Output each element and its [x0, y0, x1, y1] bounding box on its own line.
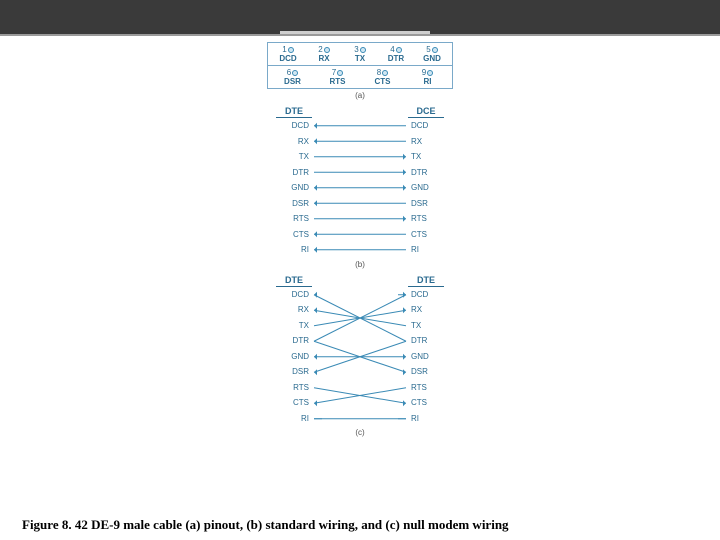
signal-left: GND: [276, 352, 312, 361]
wiring-c-right-header: DTE: [408, 275, 444, 287]
signal-right: TX: [408, 321, 444, 330]
signal-right: RTS: [408, 214, 444, 223]
signal-right: CTS: [408, 398, 444, 407]
pin-5: 5GND: [415, 45, 449, 63]
signal-left: GND: [276, 183, 312, 192]
pinout-box: 1DCD2RX3TX4DTR5GND 6DSR 7RTS 8CTS 9RI: [267, 42, 453, 89]
wiring-c-left-header: DTE: [276, 275, 312, 287]
signal-left: RTS: [276, 214, 312, 223]
wiring-c-headers: DTE DTE: [276, 275, 444, 287]
wiring-standard: DTE DCE DCD DCD RX RX TX TX DTR DTR GND GND DSR DSR…: [276, 106, 444, 258]
signal-right: DCD: [408, 290, 444, 299]
signal-right: CTS: [408, 230, 444, 239]
signal-left: RX: [276, 137, 312, 146]
sublabel-b: (b): [355, 260, 365, 269]
wiring-connections: [312, 118, 408, 258]
signal-right: RI: [408, 414, 444, 423]
signal-left: RX: [276, 305, 312, 314]
signal-left: CTS: [276, 230, 312, 239]
wiring-b-right-header: DCE: [408, 106, 444, 118]
signal-left: RTS: [276, 383, 312, 392]
signal-left: CTS: [276, 398, 312, 407]
pin-8: 8CTS: [366, 68, 400, 86]
pin-6: 6DSR: [276, 68, 310, 86]
pin-9: 9RI: [411, 68, 445, 86]
signal-right: TX: [408, 152, 444, 161]
pin-4: 4DTR: [379, 45, 413, 63]
pin-3: 3TX: [343, 45, 377, 63]
wiring-connections: [312, 287, 408, 427]
wiring-b-headers: DTE DCE: [276, 106, 444, 118]
signal-left: DTR: [276, 336, 312, 345]
signal-right: DSR: [408, 367, 444, 376]
wiring-b-grid: DCD DCD RX RX TX TX DTR DTR GND GND DSR DSR RTS RTS CT…: [276, 118, 444, 258]
signal-right: RI: [408, 245, 444, 254]
signal-left: TX: [276, 152, 312, 161]
figure-area: 1DCD2RX3TX4DTR5GND 6DSR 7RTS 8CTS 9RI (a) D…: [0, 40, 720, 500]
pinout-row-top: 1DCD2RX3TX4DTR5GND: [268, 43, 452, 66]
signal-left: DTR: [276, 168, 312, 177]
signal-right: DSR: [408, 199, 444, 208]
signal-left: TX: [276, 321, 312, 330]
pin-1: 1DCD: [271, 45, 305, 63]
wiring-c-grid: DCD DCD RX RX TX TX DTR DTR GND GND DSR DSR RTS RTS CT…: [276, 287, 444, 427]
signal-left: DSR: [276, 367, 312, 376]
slide-header: [0, 0, 720, 36]
signal-left: RI: [276, 414, 312, 423]
signal-right: DTR: [408, 336, 444, 345]
signal-right: RX: [408, 305, 444, 314]
signal-left: DSR: [276, 199, 312, 208]
signal-right: RTS: [408, 383, 444, 392]
signal-right: DCD: [408, 121, 444, 130]
pin-7: 7RTS: [321, 68, 355, 86]
signal-left: RI: [276, 245, 312, 254]
signal-right: DTR: [408, 168, 444, 177]
signal-right: RX: [408, 137, 444, 146]
signal-left: DCD: [276, 121, 312, 130]
pinout-row-bottom: 6DSR 7RTS 8CTS 9RI: [268, 66, 452, 88]
signal-right: GND: [408, 183, 444, 192]
signal-right: GND: [408, 352, 444, 361]
sublabel-c: (c): [355, 428, 364, 437]
sublabel-a: (a): [355, 91, 365, 100]
figure-caption: Figure 8. 42 DE-9 male cable (a) pinout,…: [22, 517, 662, 534]
signal-left: DCD: [276, 290, 312, 299]
wiring-nullmodem: DTE DTE DCD DCD RX RX TX TX DTR DTR GND GND DSR DSR…: [276, 275, 444, 427]
pin-2: 2RX: [307, 45, 341, 63]
wiring-b-left-header: DTE: [276, 106, 312, 118]
